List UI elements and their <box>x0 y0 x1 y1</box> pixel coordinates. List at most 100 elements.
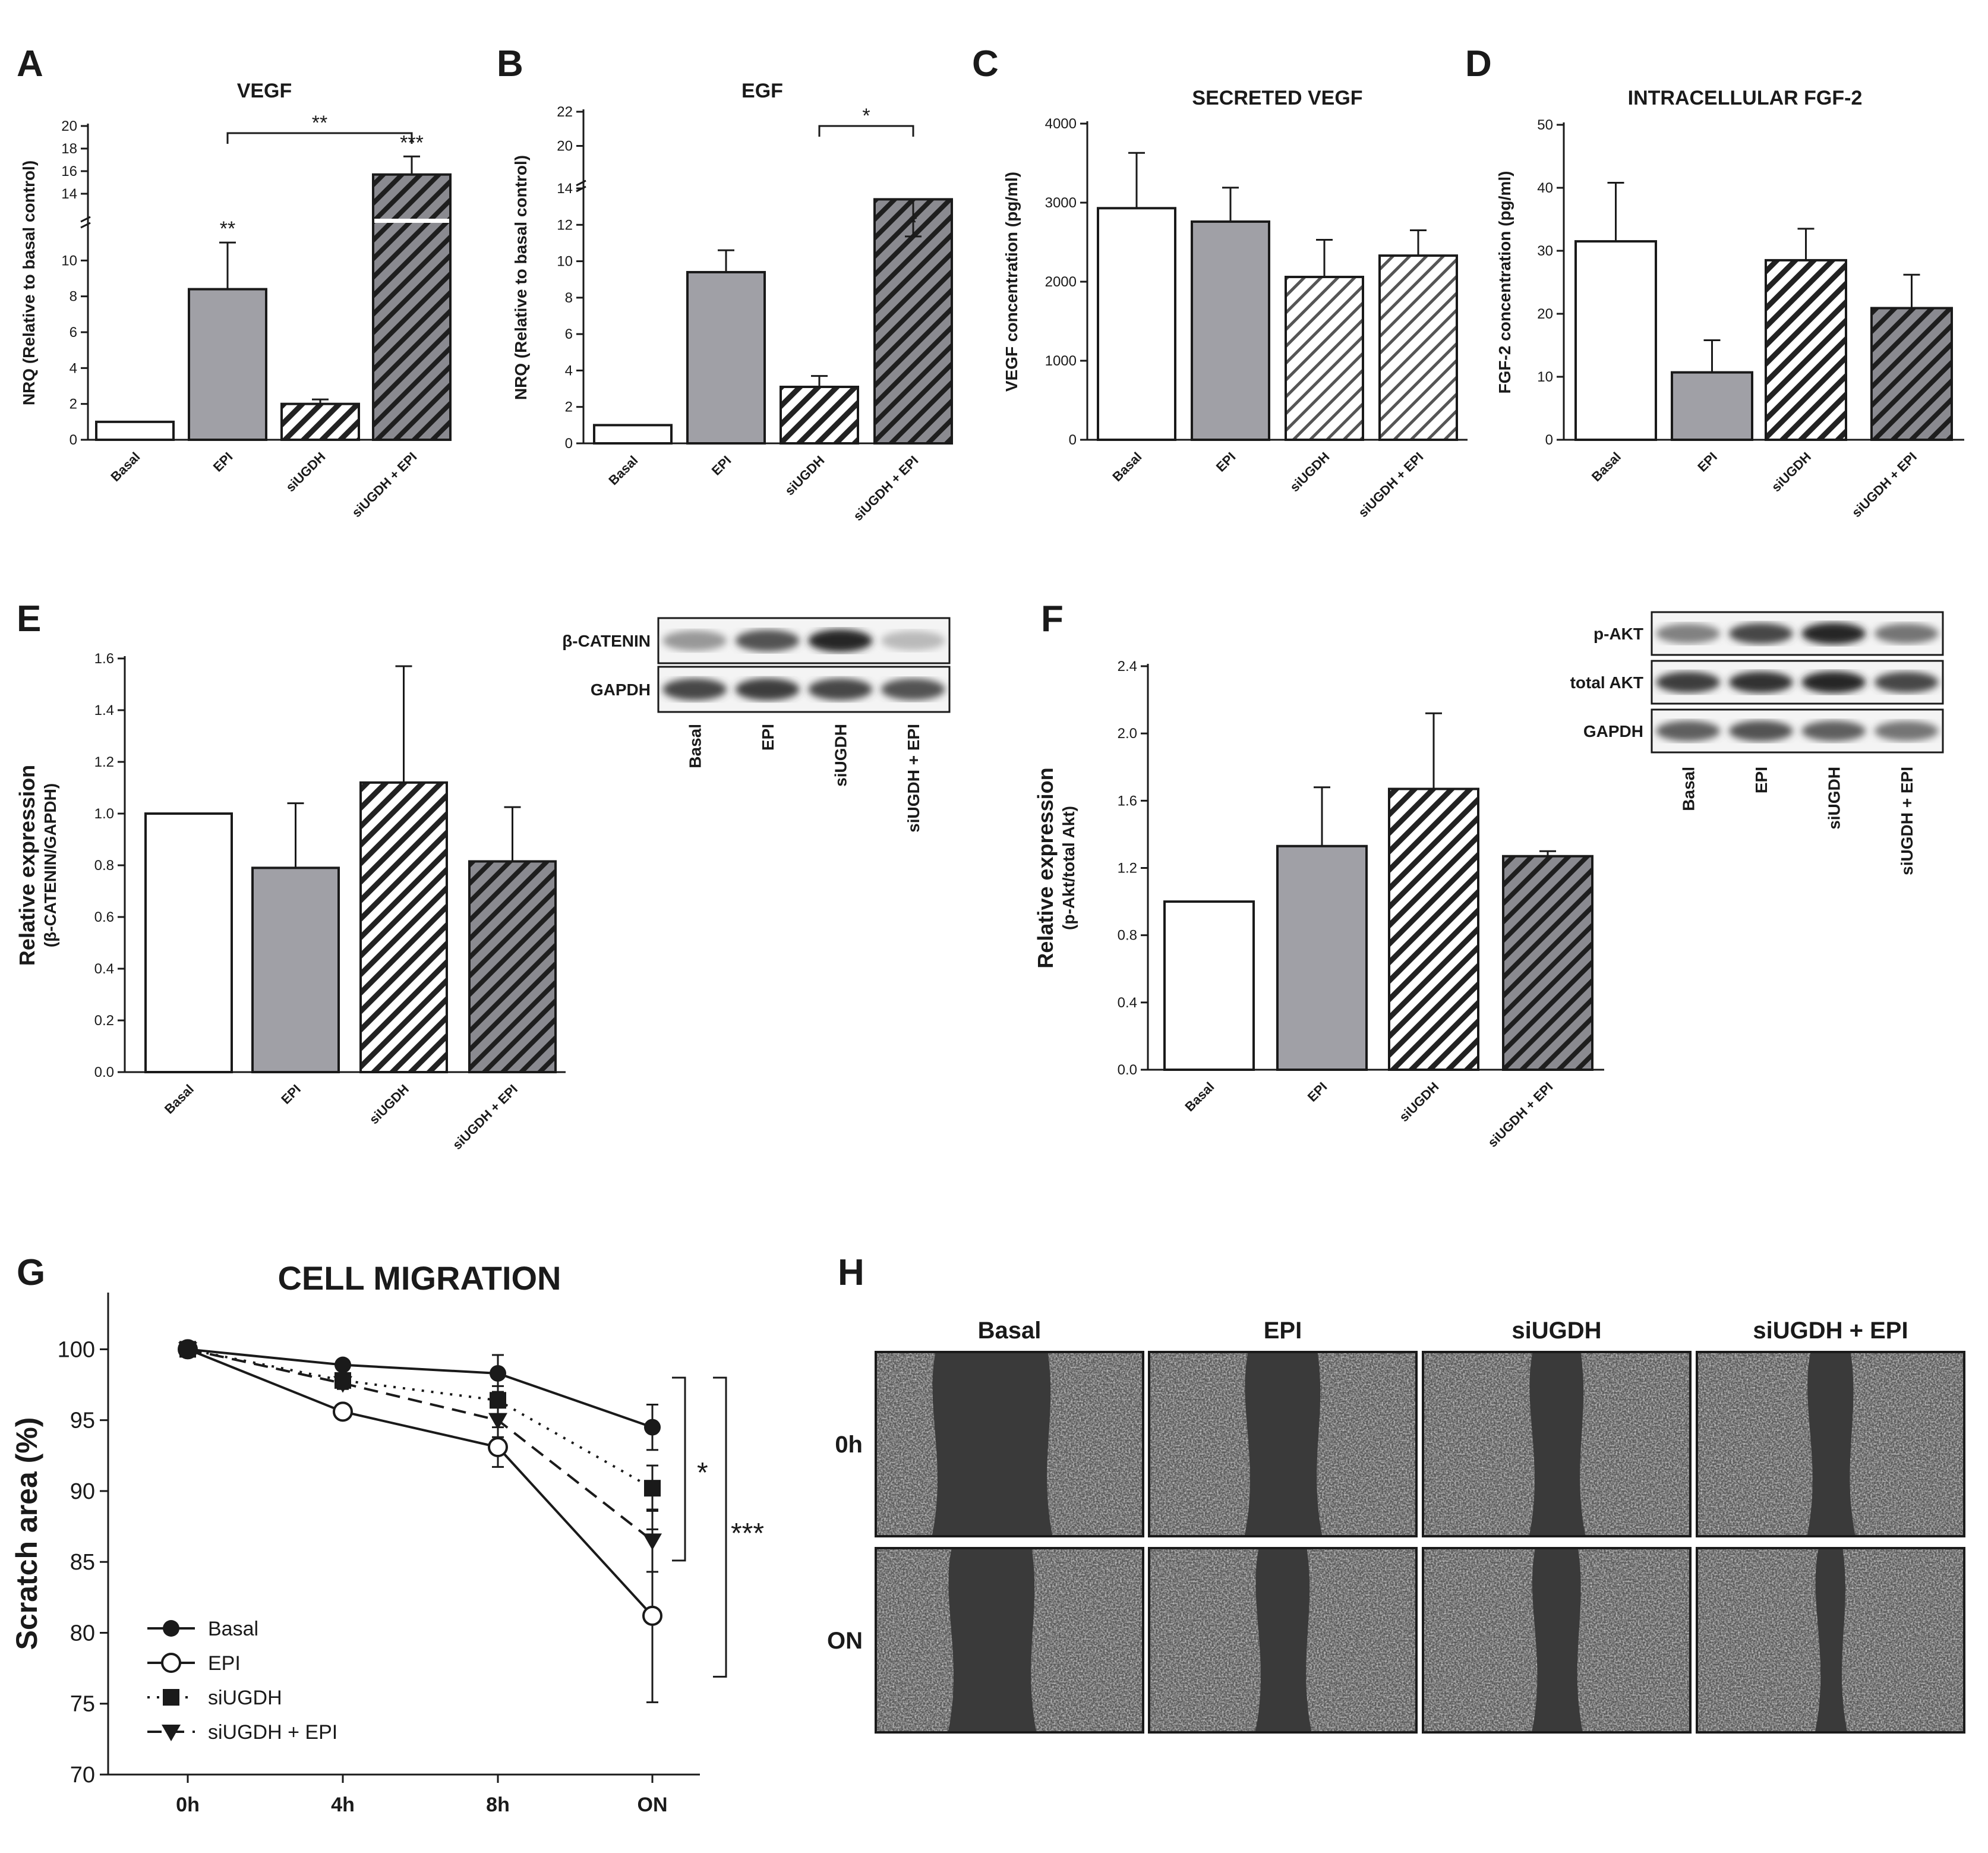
blot-band <box>808 629 873 652</box>
micrograph-siugdh-epi-0h <box>1696 1351 1965 1537</box>
bar-epi <box>251 866 340 1073</box>
bar-basal <box>1097 207 1176 441</box>
x-category-label: EPI <box>1213 449 1239 475</box>
micrograph-epi-0h <box>1148 1351 1418 1537</box>
y-tick-label: 10 <box>61 253 77 269</box>
x-category-label: siUGDH + EPI <box>450 1082 520 1152</box>
blot-band <box>1874 672 1939 693</box>
significance-marker: ** <box>220 218 235 240</box>
y-tick-label: 0 <box>565 436 573 452</box>
panel-label-c: C <box>972 43 999 84</box>
panel-label-g: G <box>17 1252 45 1293</box>
axis-break-mark <box>576 185 586 193</box>
y-axis-label: Relative expression <box>1033 767 1058 968</box>
blot-row-label: β-CATENIN <box>562 632 651 650</box>
significance-marker: * <box>862 105 870 127</box>
bar-siugdh-epi <box>468 860 557 1073</box>
y-axis-label: NRQ (Relative to basal control) <box>20 160 38 405</box>
panel-label-b: B <box>497 43 523 84</box>
micrograph-frame <box>875 1547 1144 1734</box>
x-tick-label: 8h <box>486 1794 510 1816</box>
data-point-siugdh <box>644 1480 661 1497</box>
y-tick-label: 1.4 <box>94 702 114 718</box>
blot-lane-label: EPI <box>759 724 777 751</box>
bar-basal <box>144 812 233 1073</box>
data-point-epi <box>642 1605 662 1626</box>
x-category-label: EPI <box>1694 449 1720 475</box>
y-tick-label: 8 <box>565 290 573 306</box>
axis-break-mark <box>576 179 586 187</box>
image-row-label: 0h <box>835 1432 863 1458</box>
blot-row-label: GAPDH <box>591 680 651 699</box>
blot-lane-label: siUGDH <box>831 724 850 787</box>
image-column-label: Basal <box>978 1318 1042 1344</box>
legend-marker-basal <box>163 1620 179 1637</box>
significance-marker: * <box>697 1457 708 1489</box>
y-tick-label: 22 <box>557 104 573 120</box>
chart-e-beta-catenin: 0.0 0.2 0.4 0.6 0.8 1.0 1.2 1.4 1.6 Basal EPI siUGD… <box>15 651 566 1152</box>
panel-label-f: F <box>1041 598 1064 639</box>
micrograph-epi-on <box>1148 1547 1418 1734</box>
bar-siugdh-epi <box>873 198 953 445</box>
blot-band <box>1874 721 1939 741</box>
blot-band <box>1801 671 1866 694</box>
series-line-epi <box>187 1348 654 1617</box>
y-tick-label: 90 <box>70 1479 95 1504</box>
scratch-gap <box>1815 1548 1848 1732</box>
y-tick-label: 80 <box>70 1621 95 1646</box>
y-tick-label: 10 <box>557 254 573 270</box>
blot-band <box>1728 623 1793 644</box>
scratch-gap <box>1255 1548 1312 1732</box>
y-tick-label: 20 <box>557 138 573 155</box>
y-tick-label: 8 <box>70 289 77 305</box>
significance-bracket <box>226 132 413 144</box>
bar-basal <box>593 424 673 445</box>
bar-basal <box>1574 240 1657 441</box>
scratch-assay-images: Basal EPI siUGDH siUGDH + EPI 0h ON <box>827 1318 1965 1734</box>
blot-band <box>662 678 727 701</box>
chart-b-egf: 0 2 4 6 8 10 12 14 20 22 Basal EPI siUGDH siUGDH + EP… <box>512 80 953 524</box>
y-tick-label: 85 <box>70 1550 95 1575</box>
y-tick-label: 75 <box>70 1692 95 1717</box>
x-category-label: siUGDH + EPI <box>1485 1079 1555 1150</box>
blot-band <box>735 678 800 701</box>
micrograph-frame <box>1422 1351 1692 1537</box>
x-category-label: Basal <box>1589 449 1624 484</box>
significance-marker: *** <box>731 1518 764 1549</box>
y-axis-sublabel: (β-CATENIN/GAPDH) <box>41 783 59 947</box>
chart-title: VEGF <box>237 80 292 102</box>
blot-band <box>735 629 800 652</box>
significance-marker: * <box>909 212 917 234</box>
significance-bracket <box>818 125 914 137</box>
blot-band <box>808 678 873 701</box>
y-tick-label: 1.2 <box>94 754 114 770</box>
x-category-label: siUGDH <box>1287 449 1332 494</box>
y-tick-label: 4000 <box>1045 116 1077 132</box>
blot-band <box>1801 622 1866 645</box>
micrograph-frame <box>1696 1351 1965 1537</box>
x-category-label: Basal <box>1109 449 1144 484</box>
micrograph-frame <box>875 1351 1144 1537</box>
chart-title: SECRETED VEGF <box>1192 87 1362 109</box>
panel-label-e: E <box>17 598 41 639</box>
x-category-label: Basal <box>108 449 143 484</box>
data-point-siugdh-epi <box>488 1413 507 1430</box>
blot-band <box>881 678 945 701</box>
y-tick-label: 3000 <box>1045 195 1077 211</box>
image-row-label: ON <box>827 1628 863 1654</box>
bar-epi <box>1276 844 1368 1071</box>
blot-lane-label: siUGDH + EPI <box>1898 767 1916 875</box>
blot-band <box>1874 623 1939 644</box>
y-tick-label: 70 <box>70 1763 95 1788</box>
scratch-gap <box>1807 1352 1856 1536</box>
y-tick-label: 12 <box>557 217 573 233</box>
blot-row-label: GAPDH <box>1583 722 1643 740</box>
significance-bracket <box>672 1376 686 1562</box>
axis-break-mark <box>80 216 91 223</box>
y-axis-label: VEGF concentration (pg/ml) <box>1002 172 1021 392</box>
x-category-label: Basal <box>162 1082 197 1117</box>
micrograph-basal-0h <box>875 1351 1144 1537</box>
micrograph-siugdh-epi-on <box>1696 1547 1965 1734</box>
x-category-label: EPI <box>278 1082 304 1107</box>
western-blot-f: p-AKT total AKT GAPDH Basal EPI siUGDH siUGDH … <box>1570 611 1944 875</box>
